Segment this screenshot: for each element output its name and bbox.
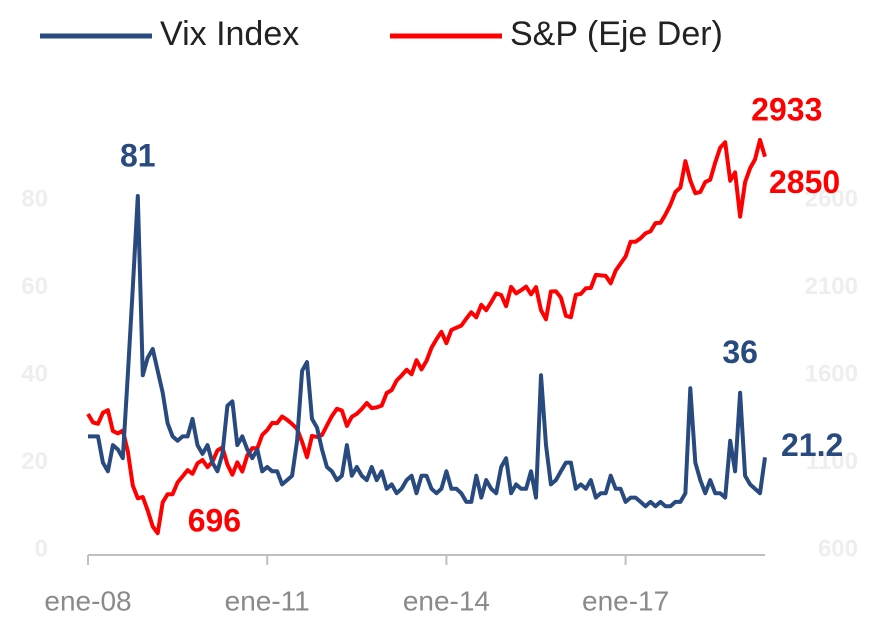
y2-tick-label: 1600 xyxy=(805,361,858,388)
data-label: 696 xyxy=(188,503,241,539)
y-tick-label: 20 xyxy=(21,448,48,475)
legend-label: Vix Index xyxy=(160,15,299,53)
x-tick-label: ene-08 xyxy=(44,585,131,616)
x-tick-label: ene-14 xyxy=(403,585,490,616)
legend-label: S&P (Eje Der) xyxy=(510,15,723,53)
series-line xyxy=(88,194,767,509)
y-tick-label: 80 xyxy=(21,186,48,213)
y2-tick-label: 600 xyxy=(818,535,858,562)
y2-tick-label: 2100 xyxy=(805,273,858,300)
data-label: 36 xyxy=(722,334,758,370)
x-tick-label: ene-17 xyxy=(582,585,669,616)
y-tick-label: 60 xyxy=(21,273,48,300)
y-tick-label: 0 xyxy=(35,535,48,562)
data-label: 81 xyxy=(120,137,156,173)
y2-tick-label: 1100 xyxy=(806,448,858,475)
y-tick-label: 40 xyxy=(21,361,48,388)
x-tick-label: ene-11 xyxy=(225,585,310,616)
data-label: 2850 xyxy=(769,164,840,200)
data-label: 21.2 xyxy=(781,427,843,463)
data-label: 2933 xyxy=(751,92,822,128)
y2-tick-label: 2600 xyxy=(805,186,858,213)
series-line xyxy=(86,137,767,536)
